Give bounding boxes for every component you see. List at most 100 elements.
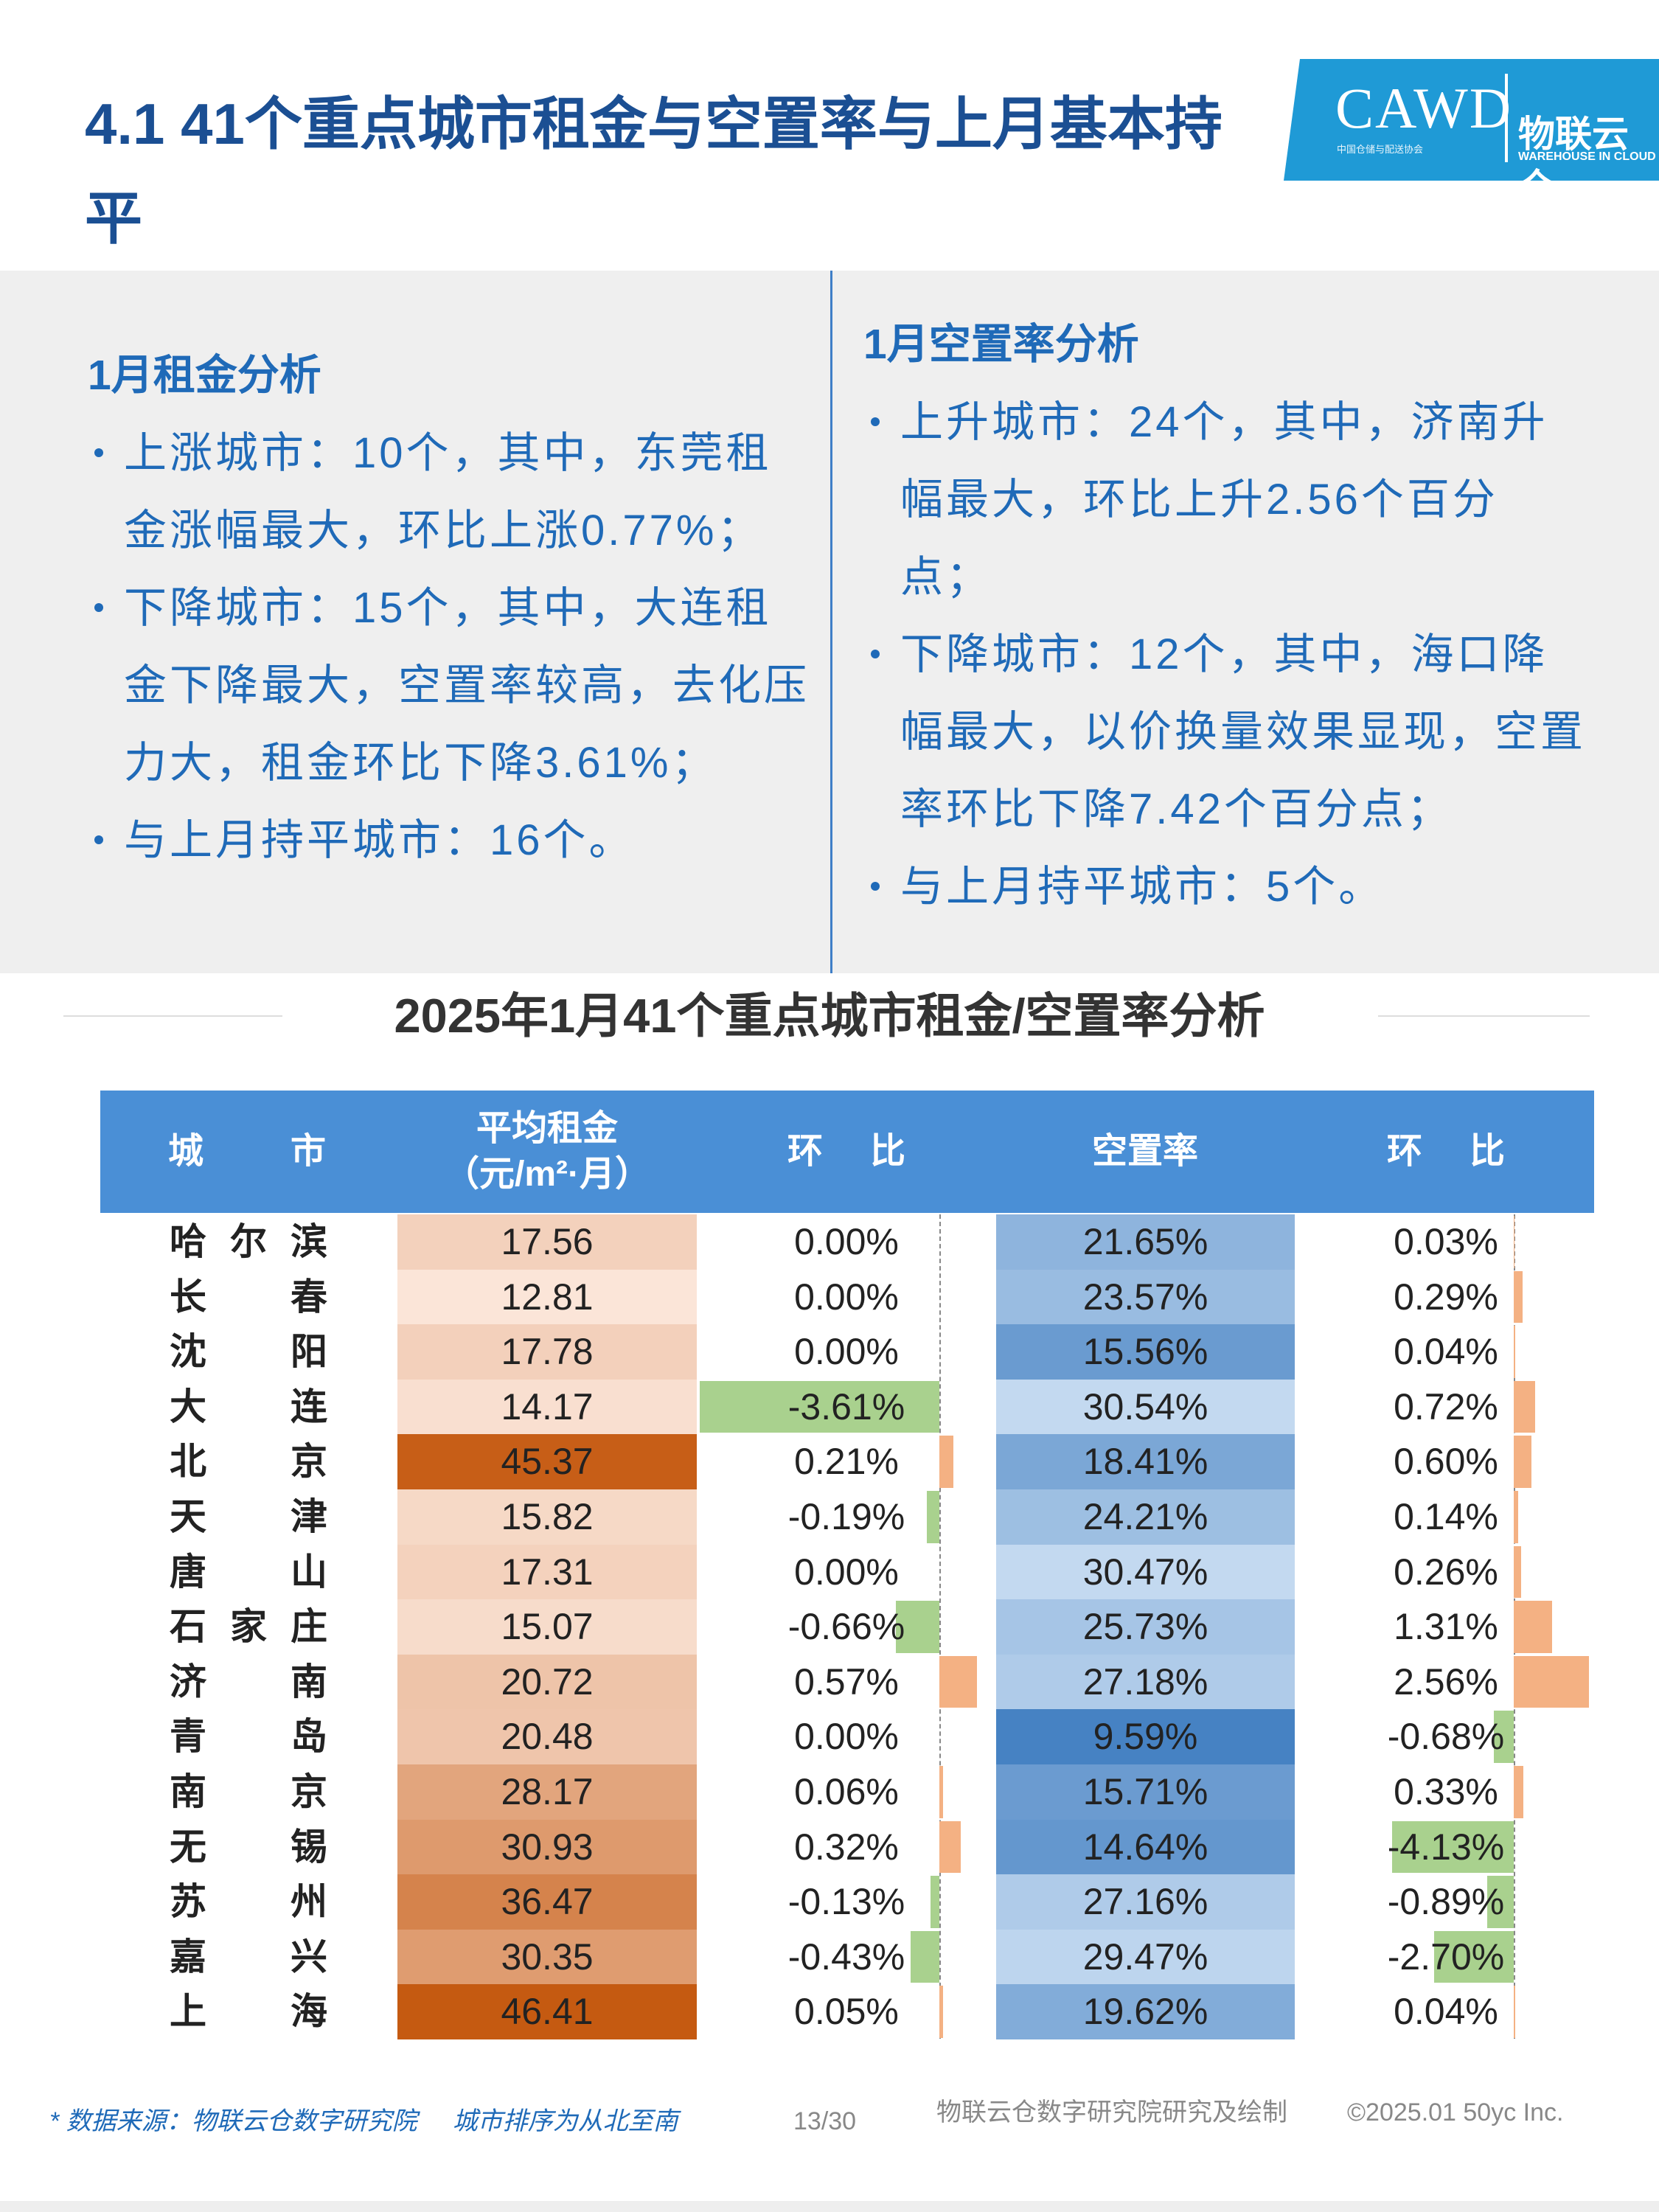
vacancy-cell — [996, 1544, 1295, 1600]
page-title: 4.1 41个重点城市租金与空置率与上月基本持平 — [85, 91, 1222, 251]
credit: 物联云仓数字研究院研究及绘制 — [936, 2098, 1287, 2126]
rent-cell — [397, 1544, 697, 1600]
city: 济南 — [170, 1660, 327, 1703]
rent-cell — [397, 1269, 697, 1325]
column-header: 城市 — [168, 1132, 326, 1171]
rent-change: 0.00% — [794, 1276, 899, 1318]
vacancy-change: -0.89% — [1387, 1881, 1505, 1923]
bar-positive — [1514, 1601, 1553, 1653]
bar-positive — [1514, 1326, 1515, 1378]
vacancy-change: -2.70% — [1387, 1935, 1505, 1978]
vacancy: 30.54% — [1082, 1385, 1208, 1427]
rent-change: -0.66% — [787, 1606, 905, 1648]
rent-change: 0.57% — [794, 1660, 899, 1703]
bullet: 与上月持平城市：5个。 — [871, 848, 1586, 925]
vacancy-change: 0.26% — [1394, 1551, 1498, 1593]
bar-negative — [700, 1380, 939, 1433]
logo-brand: 物联云仓 — [1518, 114, 1629, 208]
column-header: 平均租金 — [476, 1109, 618, 1148]
rent-cell — [397, 1489, 697, 1545]
rent-change: 0.06% — [794, 1771, 899, 1812]
bar-negative — [1392, 1820, 1514, 1874]
vacancy-cell — [996, 1269, 1295, 1325]
vacancy: 25.73% — [1082, 1606, 1208, 1648]
bar-positive — [1514, 1655, 1590, 1708]
vacancy: 27.18% — [1082, 1660, 1208, 1703]
bar-negative — [1434, 1930, 1514, 1983]
bar-negative — [926, 1491, 939, 1543]
title-rule — [63, 1015, 282, 1017]
city: 天津 — [170, 1496, 327, 1537]
analysis-heading: 1月空置率分析 — [863, 321, 1139, 368]
rent-cell — [397, 1984, 697, 2040]
bullet: 上升城市：24个，其中，济南升幅最大，环比上升2.56个百分点； — [871, 383, 1586, 616]
vacancy-change: 0.03% — [1394, 1221, 1498, 1262]
rent: 12.81 — [501, 1276, 594, 1318]
vacancy-change: -0.68% — [1387, 1716, 1505, 1758]
vacancy-cell — [996, 1599, 1295, 1655]
vacancy-cell — [996, 1984, 1295, 2040]
rent: 15.82 — [501, 1496, 594, 1537]
rent: 30.93 — [501, 1826, 594, 1868]
page-number: 13/30 — [793, 2107, 857, 2135]
vacancy-change: 0.29% — [1394, 1276, 1498, 1318]
bar-positive — [1514, 1766, 1524, 1818]
vacancy-cell — [996, 1489, 1295, 1545]
city: 唐山 — [170, 1551, 327, 1593]
vacancy-change: 0.14% — [1394, 1496, 1498, 1537]
vacancy-change: 0.04% — [1394, 1991, 1498, 2033]
rent: 36.47 — [501, 1881, 594, 1923]
bullet: 上涨城市：10个，其中，东莞租金涨幅最大，环比上涨0.77%； — [94, 414, 810, 569]
rent-cell — [397, 1764, 697, 1820]
vacancy-cell — [996, 1874, 1295, 1930]
vacancy: 15.56% — [1082, 1331, 1208, 1373]
rent-change: -3.61% — [787, 1385, 905, 1427]
bar-positive — [1514, 1436, 1531, 1488]
bar-positive — [1514, 1491, 1518, 1543]
city: 哈尔滨 — [170, 1221, 327, 1262]
vacancy: 29.47% — [1082, 1935, 1208, 1978]
analysis-heading: 1月租金分析 — [88, 352, 321, 399]
rent-cell — [397, 1434, 697, 1490]
bullet: 下降城市：12个，其中，海口降幅最大，以价换量效果显现，空置率环比下降7.42个… — [871, 616, 1586, 848]
bar-positive — [939, 1820, 961, 1874]
city: 青岛 — [170, 1716, 327, 1758]
bullet: 下降城市：15个，其中，大连租金下降最大，空置率较高，去化压力大，租金环比下降3… — [94, 569, 810, 801]
bar-negative — [1487, 1876, 1514, 1928]
bar-negative — [931, 1876, 939, 1928]
vacancy-cell — [996, 1434, 1295, 1490]
analysis-panel — [0, 271, 1659, 973]
logo-name: CAWD — [1335, 76, 1513, 140]
city: 苏州 — [170, 1881, 327, 1923]
vacancy-change: -4.13% — [1387, 1826, 1505, 1868]
rent-change: 0.05% — [794, 1991, 899, 2033]
rent: 28.17 — [501, 1771, 594, 1812]
vacancy-cell — [996, 1819, 1295, 1875]
vacancy-change: 1.31% — [1394, 1606, 1498, 1648]
bar-positive — [939, 1986, 943, 2038]
rent: 46.41 — [501, 1991, 594, 2033]
vacancy: 18.41% — [1082, 1441, 1208, 1483]
rent: 14.17 — [501, 1385, 594, 1427]
rent-change: 0.00% — [794, 1716, 899, 1758]
city: 长春 — [170, 1276, 327, 1318]
vacancy: 14.64% — [1082, 1826, 1208, 1868]
rent: 17.31 — [501, 1551, 594, 1593]
rent-cell — [397, 1379, 697, 1435]
bullet-list: 上升城市：24个，其中，济南升幅最大，环比上升2.56个百分点； 下降城市：12个… — [871, 383, 1586, 925]
city: 大连 — [170, 1385, 327, 1427]
bar-axis — [939, 1214, 941, 2039]
bottom-band — [0, 2201, 1659, 2212]
bar-positive — [939, 1436, 953, 1488]
bar-positive — [1514, 1270, 1523, 1324]
rent-change: -0.19% — [787, 1496, 905, 1537]
vacancy: 15.71% — [1082, 1771, 1208, 1812]
vacancy-cell — [996, 1709, 1295, 1765]
panel-divider — [830, 271, 832, 973]
bar-positive — [1514, 1986, 1515, 2038]
note: 城市排序为从北至南 — [452, 2107, 678, 2135]
footer-source: * 数据来源：物联云仓数字研究院 城市排序为从北至南 — [49, 2104, 678, 2138]
bar-positive — [1514, 1545, 1522, 1599]
vacancy: 21.65% — [1082, 1221, 1208, 1262]
vacancy-change: 2.56% — [1394, 1660, 1498, 1703]
